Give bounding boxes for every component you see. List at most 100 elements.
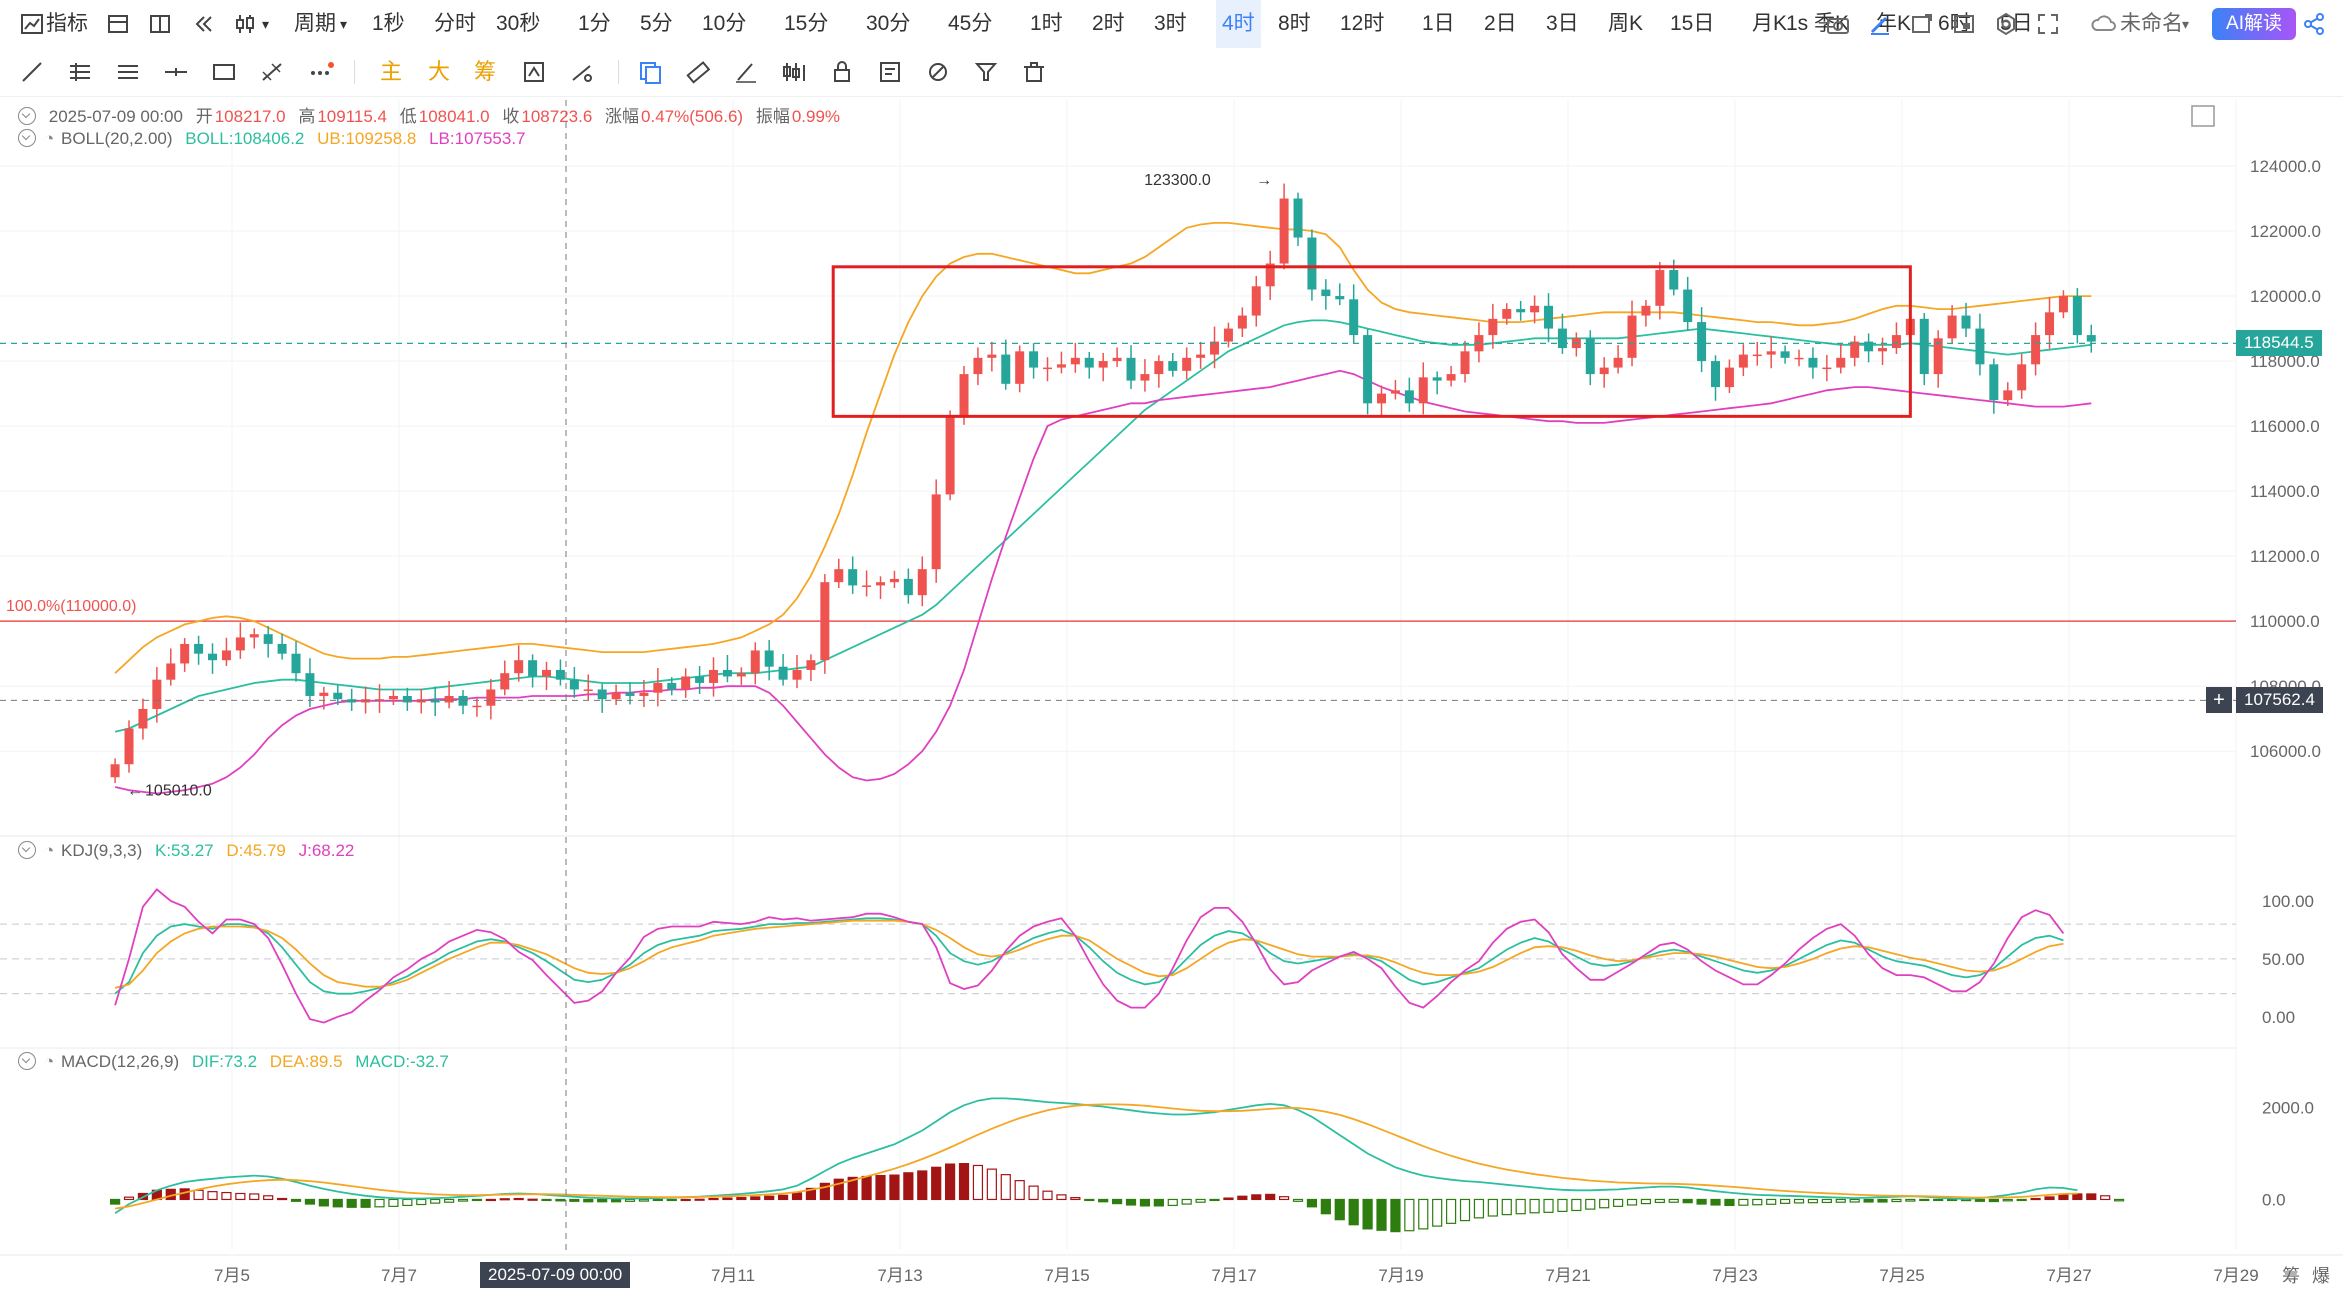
draw-pen-icon[interactable] [1866, 10, 1894, 38]
interval-tab[interactable]: 4时 [1216, 0, 1261, 48]
macd-bar [875, 1174, 886, 1201]
interval-tab[interactable]: 1日 [1422, 12, 1455, 35]
candle-body [1432, 377, 1442, 381]
candle-body [291, 653, 301, 674]
interval-tab[interactable]: 1秒 [372, 12, 405, 35]
close-label: 收 [502, 107, 520, 126]
collapse-icon[interactable] [18, 1052, 36, 1070]
replay-icon[interactable] [190, 10, 218, 38]
interval-tab[interactable]: 月K [1752, 12, 1788, 35]
chevron-down-icon[interactable]: ▾ [2182, 16, 2190, 32]
interval-tab[interactable]: 12时 [1340, 12, 1385, 35]
trash-icon[interactable] [1020, 58, 1048, 86]
chip-distribution-button[interactable]: 筹 [474, 59, 497, 84]
macd-bar [1529, 1198, 1540, 1214]
interval-tab[interactable]: 3日 [1546, 12, 1579, 35]
magnet-icon[interactable] [520, 58, 548, 86]
fullscreen-icon[interactable] [2034, 10, 2062, 38]
refresh-rate[interactable]: 1s [1786, 12, 1809, 35]
interval-tab[interactable]: 15日 [1670, 12, 1715, 35]
cloud-icon[interactable] [2090, 10, 2118, 38]
indicator-button[interactable]: 指标 [46, 12, 88, 35]
interval-tab[interactable]: 分时 [434, 12, 476, 35]
boll-legend: ◔ BOLL(20,2.00) BOLL:108406.2 UB:109258.… [18, 129, 534, 149]
layout-icon[interactable] [146, 10, 174, 38]
macd-bar [332, 1198, 343, 1208]
interval-tab[interactable]: 5分 [640, 12, 673, 35]
candle-body [1850, 341, 1860, 358]
ruler-icon[interactable] [684, 58, 712, 86]
big-order-button[interactable]: 大 [428, 59, 451, 84]
chart-type-icon[interactable] [232, 10, 260, 38]
note-icon[interactable] [876, 58, 904, 86]
interval-tab[interactable]: 30分 [866, 12, 911, 35]
macd-dea-line [114, 1103, 2078, 1210]
candle-body [1168, 361, 1178, 371]
compare-icon[interactable] [780, 58, 808, 86]
fib-level: 100.0%(110000.0) [0, 598, 2236, 622]
chevron-down-icon[interactable]: ▾ [262, 16, 270, 32]
brush-icon[interactable] [732, 58, 760, 86]
link-icon[interactable] [924, 58, 952, 86]
bell-icon[interactable]: ◔ [44, 129, 55, 148]
top-toolbar: 指标 ▾ 周期 ▾ 1秒 分时 30秒 1分 5分 10分 15分 30分 45分 1时 2时 3时 4… [0, 0, 2343, 49]
period-button[interactable]: 周期 [294, 12, 336, 35]
interval-tab[interactable]: 15分 [784, 12, 829, 35]
candle-body [472, 705, 482, 708]
horizontal-line-icon[interactable] [162, 58, 190, 86]
interval-tab[interactable]: 2时 [1092, 12, 1125, 35]
interval-tab[interactable]: 10分 [702, 12, 747, 35]
macd-bar [2016, 1198, 2027, 1202]
candle-body [1349, 299, 1359, 336]
collapse-icon[interactable] [18, 129, 36, 147]
more-tools-icon[interactable] [306, 58, 334, 86]
main-force-button[interactable]: 主 [380, 59, 403, 84]
trend-line-icon[interactable] [18, 58, 46, 86]
interval-tab[interactable]: 45分 [948, 12, 993, 35]
bell-icon[interactable]: ◔ [44, 1052, 55, 1071]
settings-icon[interactable] [1992, 10, 2020, 38]
macd-bar [610, 1198, 622, 1203]
kdj-name[interactable]: KDJ(9,3,3) [61, 841, 143, 860]
bell-icon[interactable]: ◔ [44, 841, 55, 860]
macd-name[interactable]: MACD(12,26,9) [61, 1052, 180, 1071]
interval-tab[interactable]: 3时 [1154, 12, 1187, 35]
measure-icon[interactable] [258, 58, 286, 86]
indicator-icon[interactable] [18, 10, 46, 38]
chip-toggle[interactable]: 筹 [2282, 1266, 2300, 1286]
ai-analysis-button[interactable]: AI解读 [2212, 8, 2296, 40]
macd-bar [1251, 1194, 1262, 1201]
interval-tab[interactable]: 30秒 [496, 12, 541, 35]
layout-name[interactable]: 未命名 [2120, 12, 2183, 35]
candle-body [1279, 198, 1289, 264]
copy-icon[interactable] [636, 58, 664, 86]
interval-tab[interactable]: 2日 [1484, 12, 1517, 35]
chart-canvas[interactable]: 100.0%(110000.0) 123300.0 → ← 105010.0 1… [0, 96, 2343, 1290]
interval-tab[interactable]: 周K [1608, 12, 1644, 35]
camera-icon[interactable] [1824, 10, 1852, 38]
axes: 124000.0 122000.0 120000.0 118000.0 116000.0… [214, 157, 2321, 1285]
interval-tab[interactable]: 1分 [578, 12, 611, 35]
interval-tab[interactable]: 1时 [1030, 12, 1063, 35]
interval-tab[interactable]: 5日 [2000, 12, 2033, 35]
burst-toggle[interactable]: 爆 [2312, 1266, 2330, 1286]
rectangle-icon[interactable] [210, 58, 238, 86]
collapse-icon[interactable] [18, 841, 36, 859]
boll-name[interactable]: BOLL(20,2.00) [61, 129, 173, 148]
snapshot-icon[interactable] [1950, 10, 1978, 38]
range-box-drawing[interactable] [831, 265, 1912, 418]
fib-lines-icon[interactable] [114, 58, 142, 86]
lock-icon[interactable] [828, 58, 856, 86]
share-icon[interactable] [2300, 10, 2328, 38]
eraser-icon[interactable] [568, 58, 596, 86]
macd-bar [750, 1196, 761, 1201]
interval-tab[interactable]: 8时 [1278, 12, 1311, 35]
filter-icon[interactable] [972, 58, 1000, 86]
template-icon[interactable] [104, 10, 132, 38]
collapse-icon[interactable] [18, 107, 36, 125]
export-icon[interactable] [1908, 10, 1936, 38]
chevron-down-icon[interactable]: ▾ [340, 16, 348, 32]
expand-icon[interactable] [2191, 105, 2215, 127]
parallel-channel-icon[interactable] [66, 58, 94, 86]
add-alert-icon[interactable]: + [2206, 687, 2232, 714]
